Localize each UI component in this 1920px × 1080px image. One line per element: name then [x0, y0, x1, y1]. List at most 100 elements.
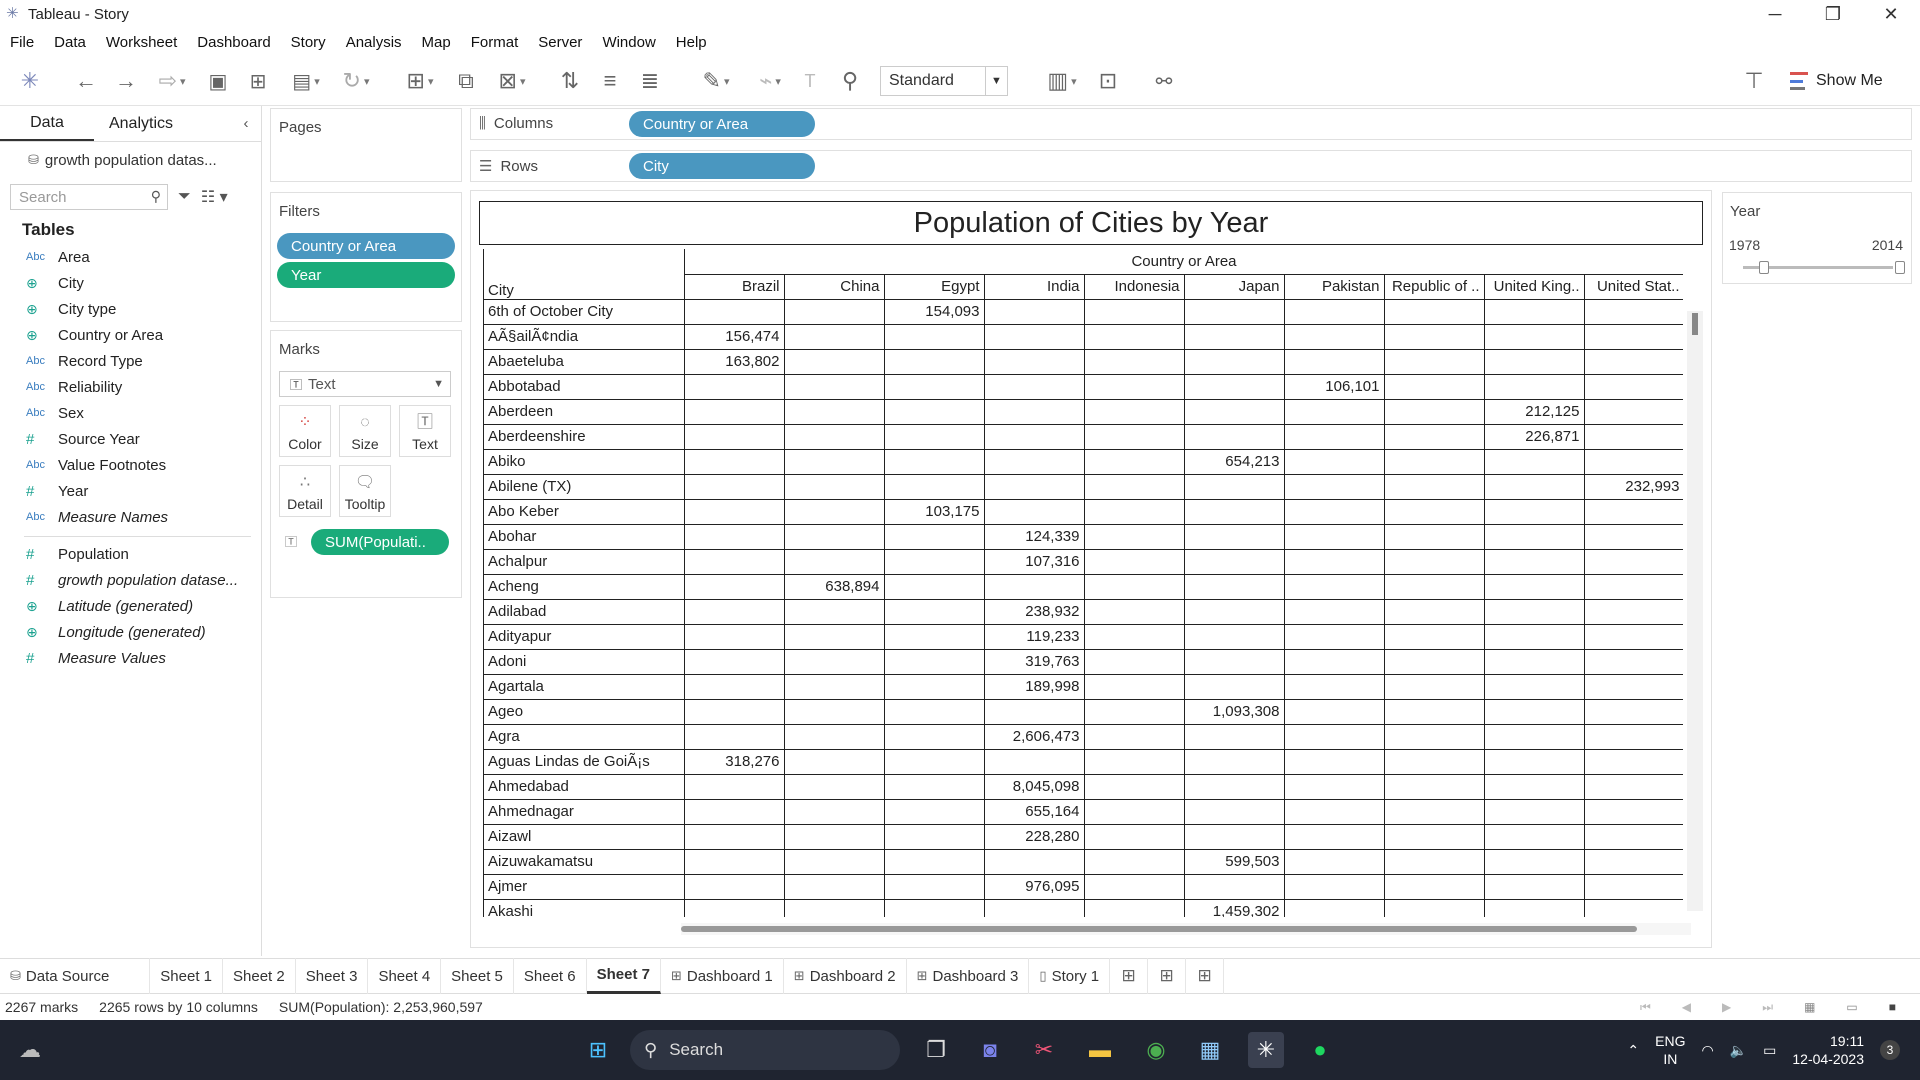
columns-pill-country[interactable]: Country or Area [629, 111, 815, 137]
value-cell[interactable] [1484, 299, 1585, 325]
row-header-cell[interactable]: Ahmedabad [484, 774, 685, 800]
value-cell[interactable] [1084, 574, 1185, 600]
value-cell[interactable] [1384, 324, 1485, 350]
snipping-tool-icon[interactable]: ✂ [1034, 1037, 1054, 1062]
value-cell[interactable] [684, 649, 785, 675]
value-cell[interactable] [684, 424, 785, 450]
value-cell[interactable] [984, 849, 1085, 875]
value-cell[interactable] [1184, 299, 1285, 325]
value-cell[interactable] [1584, 649, 1683, 675]
value-cell[interactable] [884, 474, 985, 500]
value-cell[interactable] [1584, 899, 1683, 917]
teams-icon[interactable]: ◙ [983, 1037, 997, 1062]
value-cell[interactable]: 638,894 [784, 574, 885, 600]
value-cell[interactable] [1584, 374, 1683, 400]
value-cell[interactable] [1484, 699, 1585, 725]
group-members-icon[interactable]: ⌁ [748, 66, 792, 96]
value-cell[interactable] [1384, 374, 1485, 400]
datasource-item[interactable]: ⛁ growth population datas... [0, 142, 261, 178]
value-cell[interactable] [1084, 524, 1185, 550]
column-header[interactable]: China [784, 274, 885, 300]
value-cell[interactable] [1584, 849, 1683, 875]
value-cell[interactable] [1484, 324, 1585, 350]
value-cell[interactable] [1484, 449, 1585, 475]
sheet-tab[interactable]: Sheet 2 [223, 958, 296, 994]
close-icon[interactable]: ✕ [1883, 3, 1899, 24]
value-cell[interactable] [1584, 824, 1683, 850]
value-cell[interactable] [1284, 499, 1385, 525]
sort-descending-icon[interactable]: ≣ [640, 68, 660, 93]
value-cell[interactable] [1584, 324, 1683, 350]
value-cell[interactable] [684, 299, 785, 325]
value-cell[interactable] [884, 849, 985, 875]
tab-view-icon[interactable]: ■ [1888, 999, 1896, 1014]
value-cell[interactable] [1484, 499, 1585, 525]
value-cell[interactable] [984, 349, 1085, 375]
value-cell[interactable] [884, 674, 985, 700]
value-cell[interactable] [1084, 749, 1185, 775]
row-header-cell[interactable]: Abilene (TX) [484, 474, 685, 500]
menu-window[interactable]: Window [602, 33, 656, 51]
field-item[interactable]: Abc Value Footnotes [0, 452, 261, 478]
filter-pill-country[interactable]: Country or Area [277, 233, 455, 259]
value-cell[interactable] [1284, 599, 1385, 625]
value-cell[interactable] [884, 574, 985, 600]
value-cell[interactable] [884, 399, 985, 425]
value-cell[interactable] [884, 774, 985, 800]
value-cell[interactable]: 163,802 [684, 349, 785, 375]
value-cell[interactable] [684, 774, 785, 800]
value-cell[interactable]: 976,095 [984, 874, 1085, 900]
value-cell[interactable] [1084, 874, 1185, 900]
value-cell[interactable] [684, 524, 785, 550]
sheet-tab[interactable]: Sheet 1 [150, 958, 224, 994]
next-page-icon[interactable]: ▶ [1722, 999, 1732, 1014]
value-cell[interactable] [1284, 849, 1385, 875]
value-cell[interactable] [1084, 349, 1185, 375]
value-cell[interactable] [784, 349, 885, 375]
value-cell[interactable] [784, 424, 885, 450]
value-cell[interactable] [984, 899, 1085, 917]
value-cell[interactable] [1584, 524, 1683, 550]
value-cell[interactable] [1584, 424, 1683, 450]
scrollbar-thumb[interactable] [681, 926, 1637, 932]
value-cell[interactable] [1184, 624, 1285, 650]
rows-pill-city[interactable]: City [629, 153, 815, 179]
row-header-cell[interactable]: Agra [484, 724, 685, 750]
share-icon[interactable]: ⚯ [1155, 70, 1173, 93]
value-cell[interactable] [1284, 649, 1385, 675]
field-item[interactable]: Abc Reliability [0, 374, 261, 400]
row-header-cell[interactable]: Aizuwakamatsu [484, 849, 685, 875]
value-cell[interactable] [1484, 749, 1585, 775]
value-cell[interactable] [884, 799, 985, 825]
field-item[interactable]: ⊕ City type [0, 296, 261, 322]
new-dashboard-icon[interactable]: ⊞ [1148, 958, 1187, 994]
value-cell[interactable] [1484, 899, 1585, 917]
value-cell[interactable] [784, 899, 885, 917]
value-cell[interactable]: 226,871 [1484, 424, 1585, 450]
fit-select[interactable]: Standard ▼ [880, 66, 1008, 96]
value-cell[interactable] [1284, 824, 1385, 850]
value-cell[interactable] [684, 549, 785, 575]
value-cell[interactable] [1484, 374, 1585, 400]
sheet-tab[interactable]: Sheet 7 [586, 958, 661, 994]
value-cell[interactable] [1284, 574, 1385, 600]
value-cell[interactable] [784, 499, 885, 525]
value-cell[interactable]: 156,474 [684, 324, 785, 350]
row-header-cell[interactable]: Abo Keber [484, 499, 685, 525]
value-cell[interactable] [1284, 349, 1385, 375]
value-cell[interactable]: 2,606,473 [984, 724, 1085, 750]
menu-server[interactable]: Server [538, 33, 583, 51]
vertical-scrollbar[interactable] [1687, 311, 1703, 911]
value-cell[interactable] [1584, 624, 1683, 650]
sort-ascending-icon[interactable]: ≡ [603, 68, 617, 93]
value-cell[interactable] [784, 299, 885, 325]
column-header[interactable]: United King.. [1484, 274, 1585, 300]
value-cell[interactable] [1484, 849, 1585, 875]
value-cell[interactable] [1084, 624, 1185, 650]
value-cell[interactable] [1584, 499, 1683, 525]
column-header[interactable]: Indonesia [1084, 274, 1185, 300]
value-cell[interactable] [1084, 799, 1185, 825]
value-cell[interactable] [1184, 399, 1285, 425]
show-mark-labels-icon[interactable]: T [804, 70, 816, 91]
menu-file[interactable]: File [10, 33, 35, 51]
